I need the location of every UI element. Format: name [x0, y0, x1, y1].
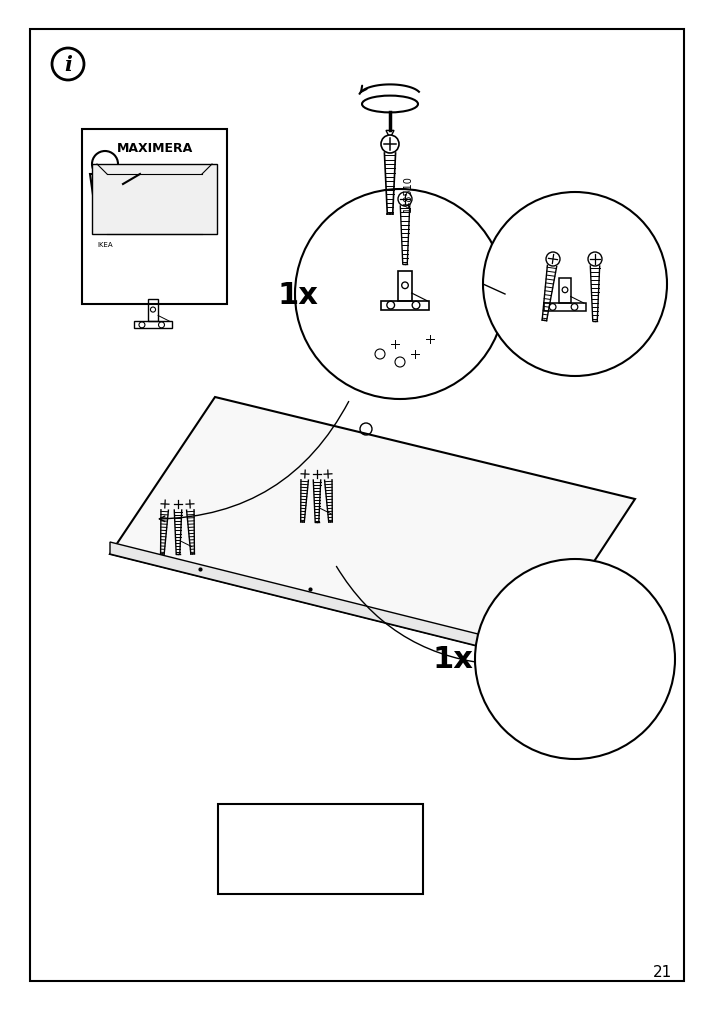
Circle shape: [381, 135, 399, 154]
Circle shape: [475, 559, 675, 759]
Circle shape: [538, 628, 552, 641]
Circle shape: [546, 253, 560, 267]
Circle shape: [295, 190, 505, 399]
Text: 148510: 148510: [648, 620, 658, 656]
Circle shape: [184, 498, 196, 511]
Circle shape: [311, 468, 323, 480]
Polygon shape: [110, 397, 635, 659]
Circle shape: [483, 193, 667, 377]
Polygon shape: [90, 175, 135, 210]
Circle shape: [586, 625, 600, 638]
Circle shape: [299, 468, 311, 480]
Bar: [218, 804, 423, 894]
Circle shape: [322, 468, 334, 480]
Text: 21: 21: [653, 964, 672, 979]
Circle shape: [398, 193, 412, 207]
Circle shape: [588, 253, 602, 267]
Polygon shape: [110, 543, 530, 659]
Circle shape: [92, 152, 118, 178]
Text: 148510: 148510: [271, 844, 281, 881]
Circle shape: [252, 823, 264, 835]
Circle shape: [334, 823, 346, 835]
Bar: [82, 129, 227, 304]
Circle shape: [159, 498, 171, 511]
Text: IKEA: IKEA: [97, 242, 113, 248]
Text: 148510: 148510: [403, 175, 413, 211]
Text: 108904: 108904: [353, 844, 363, 881]
Bar: [92, 165, 217, 235]
Polygon shape: [386, 131, 394, 140]
Text: 1x: 1x: [433, 645, 473, 674]
Text: MAXIMERA: MAXIMERA: [116, 142, 193, 155]
Text: 1x: 1x: [278, 280, 318, 309]
Text: i: i: [64, 55, 72, 75]
Circle shape: [172, 498, 184, 511]
